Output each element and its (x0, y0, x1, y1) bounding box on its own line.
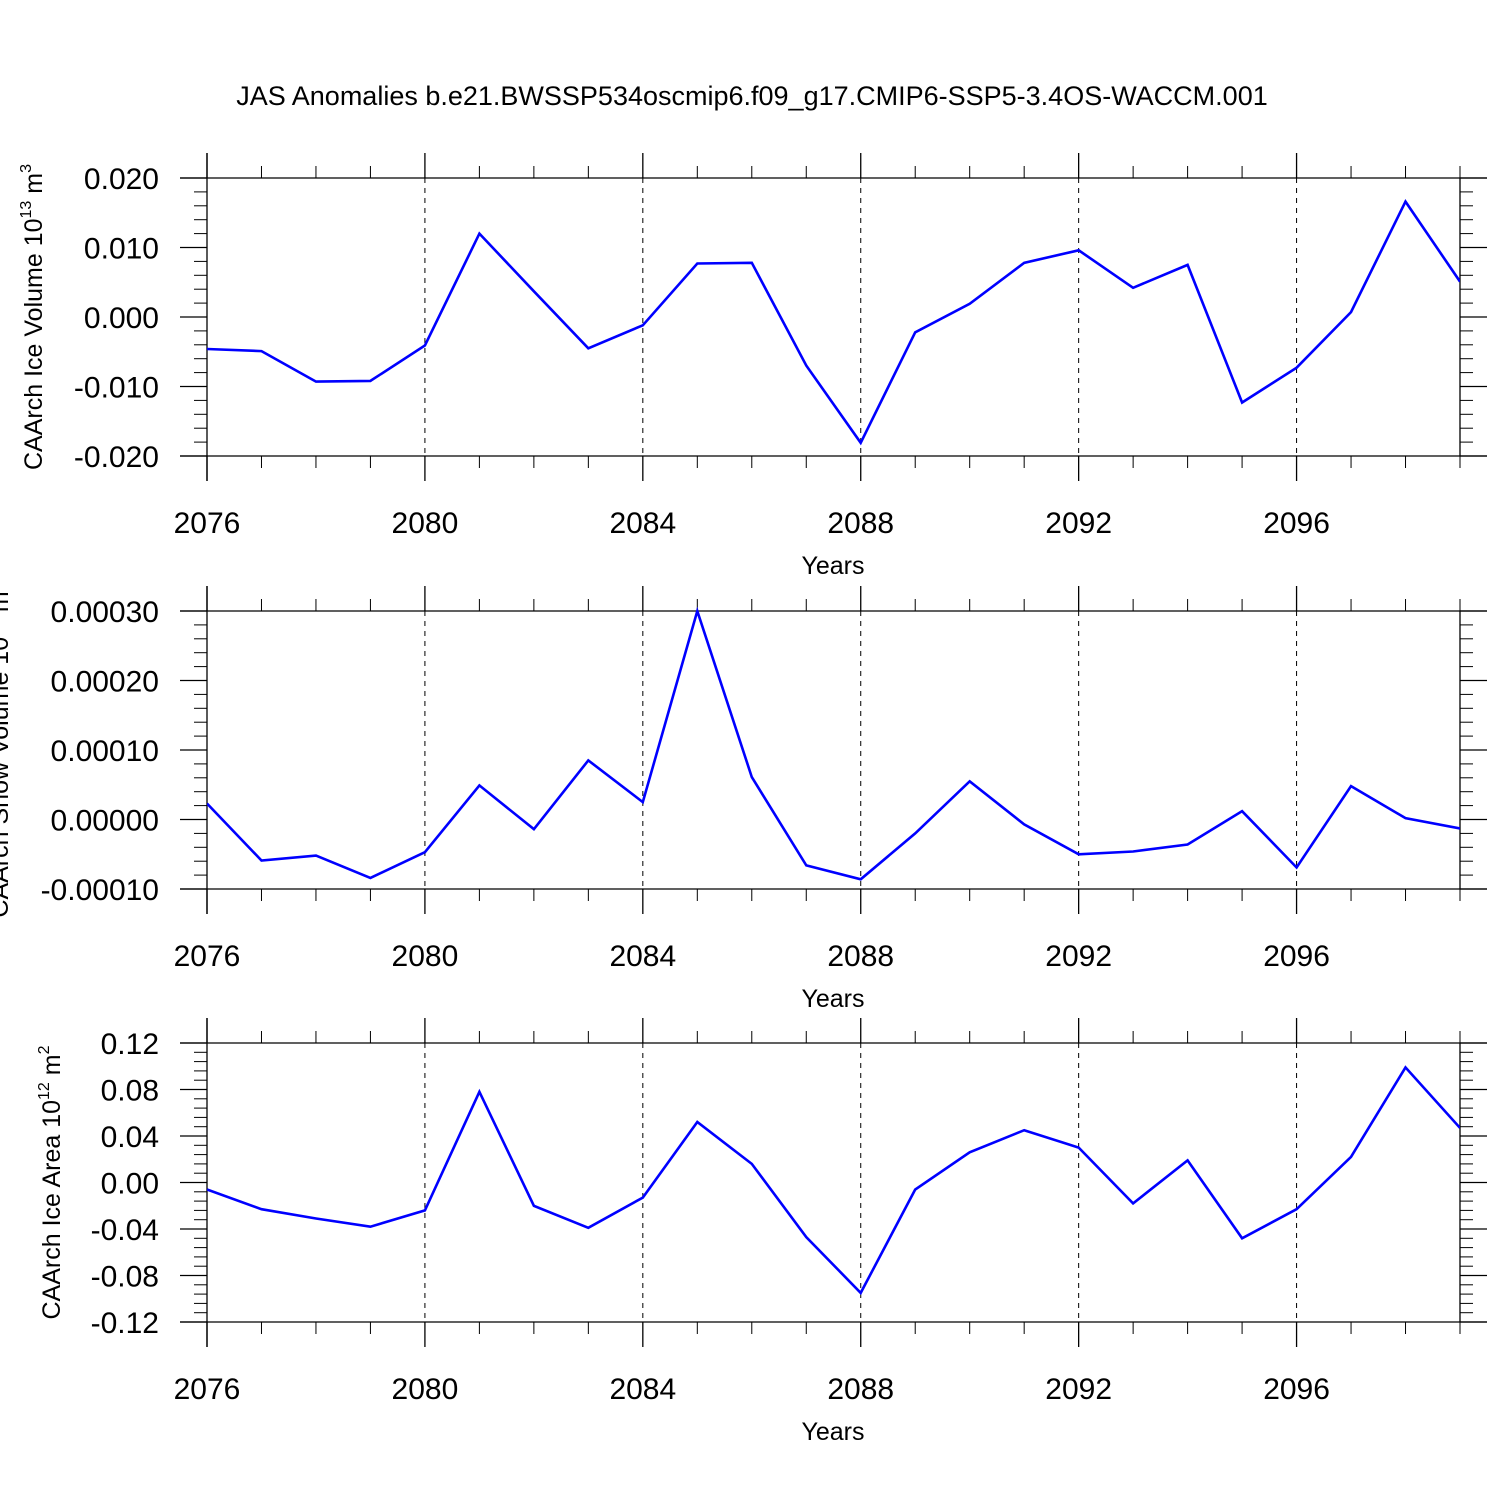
x-tick-label: 2088 (827, 507, 894, 540)
y-tick-label: -0.12 (91, 1307, 159, 1340)
chart-title: JAS Anomalies b.e21.BWSSP534oscmip6.f09_… (236, 81, 1267, 111)
x-tick-label: 2084 (609, 1373, 676, 1406)
y-tick-label: -0.08 (91, 1261, 159, 1294)
y-tick-label: -0.00010 (41, 874, 159, 907)
x-tick-label: 2076 (174, 1373, 241, 1406)
y-tick-label: 0.00020 (51, 666, 159, 699)
x-tick-label: 2080 (392, 507, 459, 540)
y-axis-label: CAArch Snow Volume 1013 m3 (0, 582, 14, 917)
y-tick-label: -0.04 (91, 1214, 159, 1247)
x-axis-label: Years (801, 552, 864, 580)
y-tick-label: 0.00 (101, 1168, 159, 1201)
x-tick-label: 2092 (1045, 507, 1112, 540)
y-tick-label: 0.08 (101, 1075, 159, 1108)
y-tick-label: 0.010 (84, 233, 159, 266)
x-tick-label: 2080 (392, 1373, 459, 1406)
y-tick-label: 0.12 (101, 1028, 159, 1061)
y-axis-label: CAArch Ice Volume 1013 m3 (18, 164, 48, 470)
y-tick-label: 0.00030 (51, 596, 159, 629)
y-tick-label: 0.000 (84, 302, 159, 335)
x-tick-label: 2088 (827, 940, 894, 973)
y-tick-label: -0.020 (74, 441, 159, 474)
y-tick-label: 0.020 (84, 163, 159, 196)
x-tick-label: 2092 (1045, 940, 1112, 973)
x-tick-label: 2084 (609, 940, 676, 973)
panels: 2076 2080 2084 2088 2092 2096 -0.020 -0.010 0.00… (0, 153, 1487, 1446)
chart-panel-3: 2076 2080 2084 2088 2092 2096 -0.12 -0.08 -0.04 0… (36, 1018, 1487, 1446)
x-tick-label: 2092 (1045, 1373, 1112, 1406)
x-tick-label: 2096 (1263, 940, 1330, 973)
x-axis-label: Years (801, 1418, 864, 1446)
x-tick-label: 2096 (1263, 1373, 1330, 1406)
chart-panel-2: 2076 2080 2084 2088 2092 2096 -0.00010 0.00000 0… (0, 582, 1487, 1013)
x-tick-label: 2096 (1263, 507, 1330, 540)
chart-panel-1: 2076 2080 2084 2088 2092 2096 -0.020 -0.010 0.00… (18, 153, 1487, 580)
y-tick-label: -0.010 (74, 372, 159, 405)
y-axis-label: CAArch Ice Area 1012 m2 (36, 1045, 66, 1319)
x-tick-label: 2084 (609, 507, 676, 540)
series-line-caarch-ice-volume (207, 199, 1460, 446)
x-tick-label: 2076 (174, 940, 241, 973)
x-tick-label: 2076 (174, 507, 241, 540)
y-tick-label: 0.00000 (51, 805, 159, 838)
x-tick-label: 2088 (827, 1373, 894, 1406)
x-tick-label: 2080 (392, 940, 459, 973)
x-axis-label: Years (801, 985, 864, 1013)
y-tick-label: 0.04 (101, 1121, 159, 1154)
y-tick-label: 0.00010 (51, 735, 159, 768)
series-line-caarch-snow-volume (207, 606, 1460, 881)
series-line-caarch-ice-area (207, 1065, 1460, 1296)
